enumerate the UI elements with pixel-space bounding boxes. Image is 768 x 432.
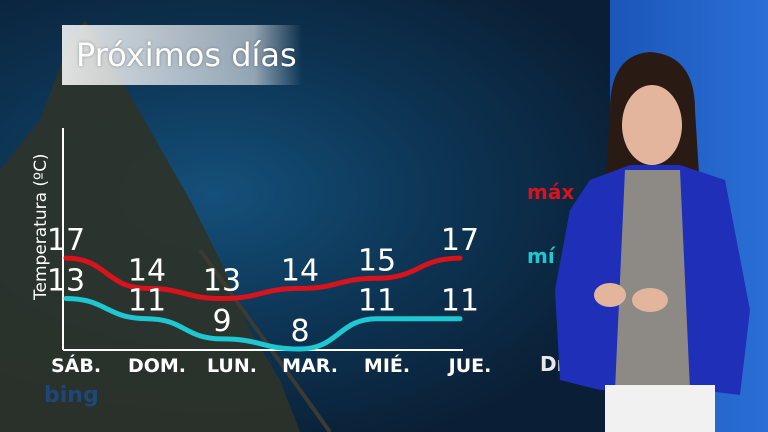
day-tick-label: DOM. <box>128 355 186 377</box>
max-value-label: 13 <box>203 264 241 299</box>
day-tick-label: LUN. <box>207 355 257 377</box>
title-box <box>62 25 302 85</box>
max-temperature-line <box>63 255 463 302</box>
bing-watermark: bing <box>44 383 99 408</box>
max-value-label: 14 <box>128 253 166 288</box>
min-value-label: 11 <box>441 284 479 319</box>
max-value-label: 17 <box>47 223 85 258</box>
legend-days: Dí <box>540 352 564 376</box>
min-value-label: 11 <box>128 284 166 319</box>
max-value-label: 17 <box>441 223 479 258</box>
min-value-label: 11 <box>358 284 396 319</box>
page-title: Próximos días <box>76 36 297 74</box>
legend-min: mí <box>527 244 555 268</box>
max-value-label: 15 <box>358 243 396 278</box>
legend-max: máx <box>527 180 575 204</box>
day-tick-label: MIÉ. <box>364 354 410 377</box>
day-tick-label: MAR. <box>282 355 338 377</box>
min-value-label: 8 <box>290 314 309 349</box>
day-tick-label: SÁB. <box>51 354 101 377</box>
min-value-label: 13 <box>47 264 85 299</box>
min-temperature-line <box>63 296 463 352</box>
max-value-label: 14 <box>281 253 319 288</box>
y-axis-label: Temperatura (ºC) <box>31 153 51 301</box>
day-tick-label: JUE. <box>447 355 492 377</box>
presenter <box>555 52 750 432</box>
min-value-label: 9 <box>212 304 231 339</box>
satellite-land <box>0 20 332 432</box>
